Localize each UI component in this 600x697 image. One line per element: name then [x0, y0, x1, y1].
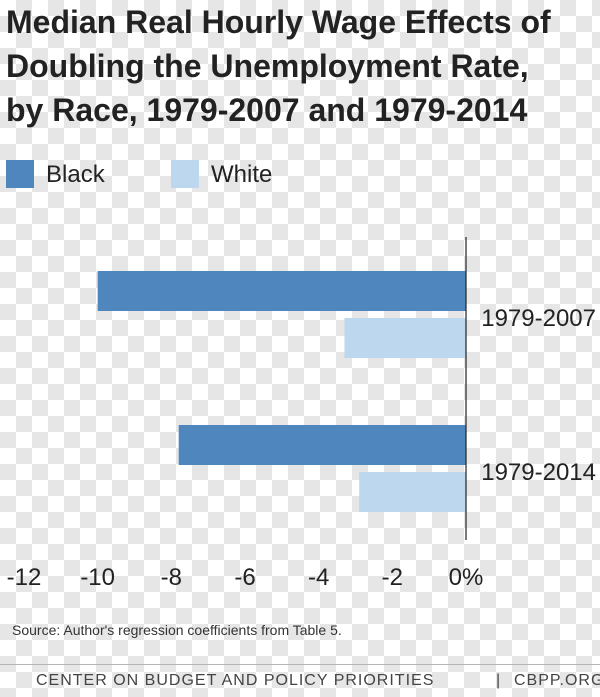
bar-white-1979-2007	[344, 318, 466, 358]
category-label: 1979-2014	[481, 459, 596, 486]
category-label: 1979-2007	[481, 305, 596, 332]
x-tick-label: -6	[234, 564, 255, 591]
x-tick-label: -12	[7, 564, 42, 591]
footer-divider	[0, 664, 600, 665]
legend-label-black: Black	[46, 161, 105, 188]
bar-chart: 1979-2007 1979-2014 -12 -10 -8 -6 -4 -2 0%	[7, 237, 596, 591]
footer-org: CENTER ON BUDGET AND POLICY PRIORITIES	[36, 672, 435, 689]
x-tick-label: -4	[308, 564, 329, 591]
x-tick-label: -8	[161, 564, 182, 591]
footer-site: CBPP.ORG	[514, 672, 600, 689]
x-tick-label: -10	[80, 564, 115, 591]
footer-separator: |	[496, 672, 502, 689]
legend-label-white: White	[211, 161, 273, 188]
bar-white-1979-2014	[359, 472, 466, 512]
legend-swatch-black	[6, 160, 34, 188]
bar-black-1979-2007	[97, 271, 467, 311]
chart-title: Median Real Hourly Wage Effects of Doubl…	[6, 0, 596, 132]
source-note: Source: Author's regression coefficients…	[12, 622, 342, 638]
chart-title-line: Median Real Hourly Wage Effects of	[6, 4, 551, 40]
footer: CENTER ON BUDGET AND POLICY PRIORITIES |…	[0, 672, 600, 697]
chart-title-line: Doubling the Unemployment Rate,	[6, 48, 529, 84]
bar-black-1979-2014	[178, 425, 466, 465]
x-tick-label: 0%	[449, 564, 484, 591]
chart-title-line: by Race, 1979-2007 and 1979-2014	[6, 92, 528, 128]
x-tick-label: -2	[382, 564, 403, 591]
legend-swatch-white	[171, 160, 199, 188]
